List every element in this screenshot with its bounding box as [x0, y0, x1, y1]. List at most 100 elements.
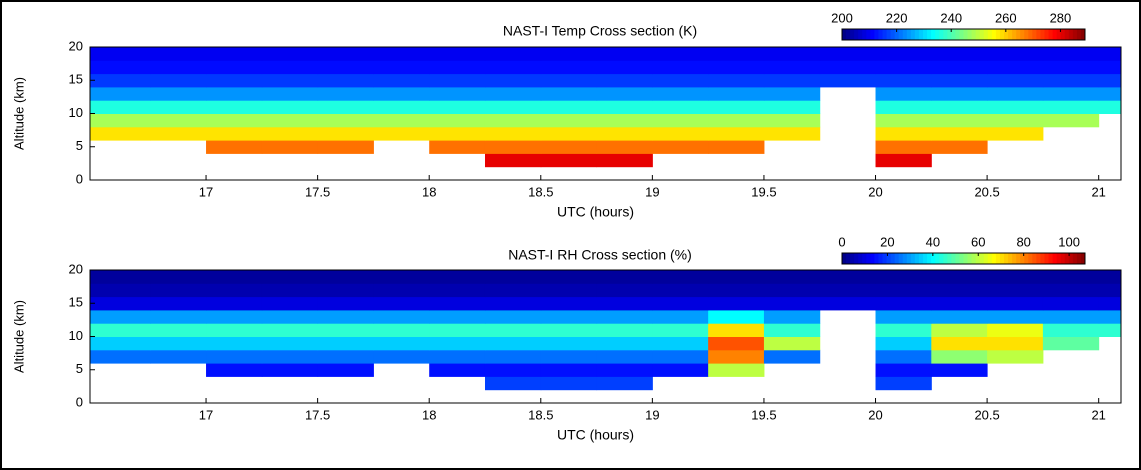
heat-cell	[596, 270, 653, 284]
heat-cell	[150, 296, 207, 311]
x-tick-label: 21	[1091, 184, 1105, 199]
heat-cell	[931, 126, 988, 141]
x-tick-label: 18	[422, 407, 436, 422]
heat-cell	[875, 376, 932, 391]
heat-cell	[484, 47, 542, 61]
colorbar-swatch	[1080, 29, 1086, 40]
colorbar-swatch	[959, 29, 964, 40]
heat-cell	[90, 283, 151, 298]
heat-cell	[484, 113, 542, 128]
colorbar-swatch	[906, 253, 912, 264]
heat-cell	[763, 323, 821, 337]
colorbar-swatch	[1068, 29, 1074, 40]
heat-cell	[1042, 296, 1100, 311]
heat-cell	[206, 47, 263, 61]
heat-cell	[596, 47, 653, 61]
colorbar-swatch	[1056, 253, 1062, 264]
heat-cell	[596, 323, 653, 337]
x-tick-label: 19	[645, 407, 659, 422]
colorbar-swatch	[935, 29, 940, 40]
heat-cell	[596, 363, 653, 377]
colorbar-swatch	[918, 253, 924, 264]
heat-cell	[875, 309, 932, 324]
heat-cell	[484, 270, 542, 284]
heat-cell	[596, 296, 653, 311]
heat-cell	[540, 153, 598, 168]
heat-cell	[652, 100, 709, 114]
heat-cell	[484, 126, 542, 141]
colorbar-swatch	[886, 29, 892, 40]
heat-cell	[819, 270, 877, 284]
heat-cell	[261, 323, 319, 337]
heat-cell	[819, 73, 877, 88]
y-tick-label: 20	[69, 261, 83, 276]
heat-cell	[429, 47, 486, 61]
heat-cell	[931, 336, 988, 351]
colorbar-swatch	[971, 253, 977, 264]
heat-cell	[819, 283, 877, 298]
heat-cell	[317, 60, 374, 75]
colorbar-swatch	[842, 253, 847, 264]
heat-cell	[875, 113, 932, 128]
colorbar-swatch	[890, 253, 896, 264]
heat-cell	[540, 140, 598, 154]
colorbar-swatch	[939, 253, 944, 264]
heat-cell	[429, 140, 486, 154]
heat-cell	[540, 376, 598, 391]
heat-cell	[429, 113, 486, 128]
heat-cell	[931, 349, 988, 364]
colorbar-swatch	[971, 29, 977, 40]
heat-cell	[875, 126, 932, 141]
heat-cell	[261, 47, 319, 61]
heat-cell	[261, 296, 319, 311]
x-tick-label: 18.5	[528, 407, 553, 422]
heat-cell	[540, 126, 598, 141]
colorbar-swatch	[939, 29, 944, 40]
heat-cell	[931, 47, 988, 61]
colorbar-tick-label: 260	[995, 10, 1017, 25]
x-tick-label: 18.5	[528, 184, 553, 199]
heat-cell	[763, 283, 821, 298]
heat-cell	[1098, 60, 1122, 75]
heat-cell	[206, 336, 263, 351]
heat-cell	[763, 86, 821, 101]
x-tick-label: 18	[422, 184, 436, 199]
heat-cell	[206, 126, 263, 141]
heat-cell	[931, 140, 988, 154]
heat-cell	[987, 309, 1044, 324]
x-tick-label: 17	[199, 184, 213, 199]
heat-cell	[484, 336, 542, 351]
colorbar-swatch	[902, 253, 908, 264]
heat-cell	[931, 323, 988, 337]
heat-cell	[429, 126, 486, 141]
heat-cell	[931, 100, 988, 114]
heat-cell	[373, 323, 430, 337]
heat-cell	[652, 349, 709, 364]
heat-cell	[596, 86, 653, 101]
heat-cell	[763, 270, 821, 284]
colorbar-swatch	[842, 29, 847, 40]
colorbar-swatch	[1032, 253, 1037, 264]
x-tick-label: 19.5	[751, 407, 776, 422]
colorbar-swatch	[870, 253, 875, 264]
y-tick-label: 10	[69, 105, 83, 120]
heat-cell	[261, 126, 319, 141]
colorbar-swatch	[850, 29, 855, 40]
heat-cell	[317, 336, 374, 351]
heat-cell	[540, 349, 598, 364]
heat-cell	[484, 363, 542, 377]
heat-cell	[206, 270, 263, 284]
colorbar-swatch	[1012, 253, 1017, 264]
heat-cell	[373, 126, 430, 141]
heat-cell	[261, 309, 319, 324]
heat-cell	[931, 73, 988, 88]
colorbar-swatch	[1064, 29, 1070, 40]
colorbar-swatch	[1036, 253, 1041, 264]
heat-cell	[484, 376, 542, 391]
colorbar-swatch	[963, 29, 969, 40]
colorbar-swatch	[1024, 29, 1029, 40]
heat-cell	[317, 270, 374, 284]
heat-cell	[429, 349, 486, 364]
heat-cell	[429, 100, 486, 114]
